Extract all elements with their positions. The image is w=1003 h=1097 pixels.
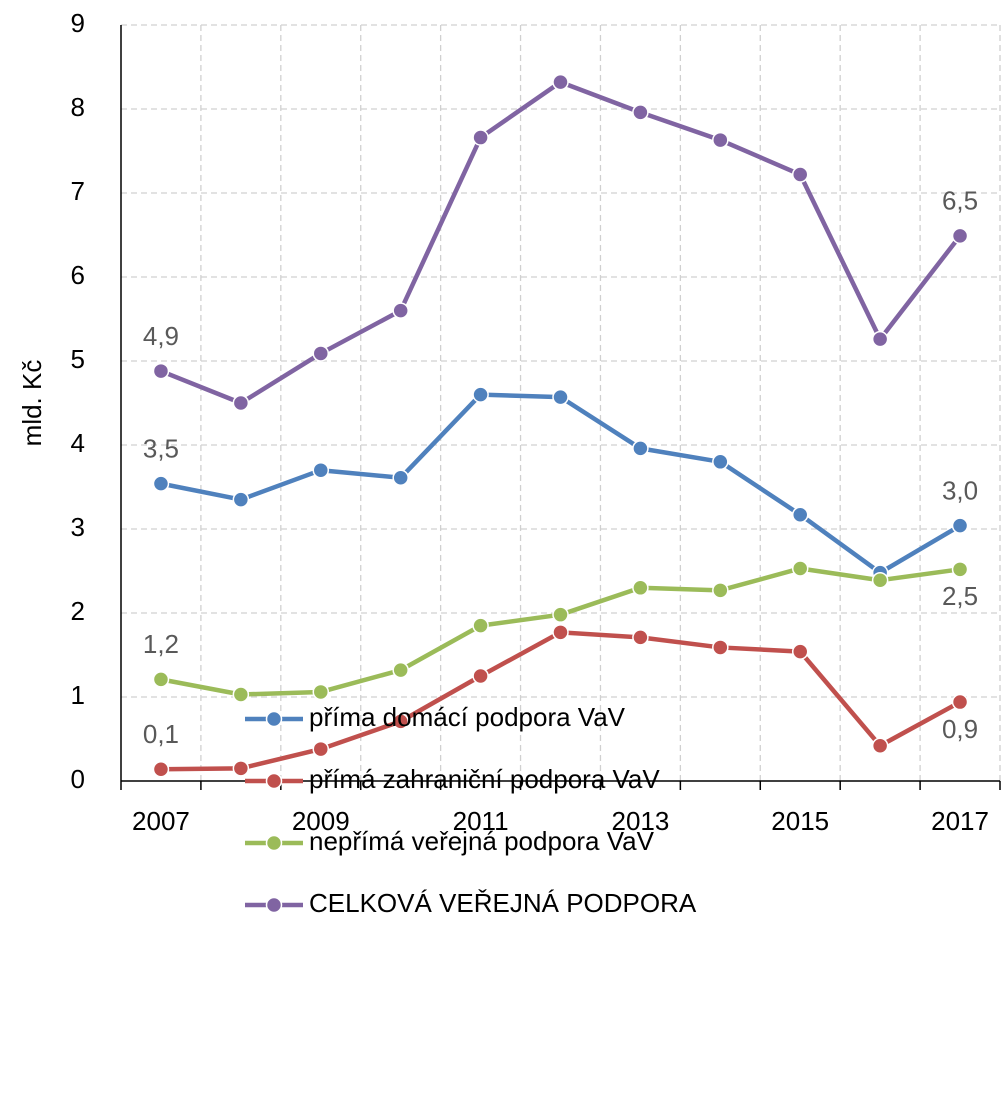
data-point xyxy=(951,227,969,245)
data-point xyxy=(392,661,409,679)
y-tick-label: 7 xyxy=(71,176,85,206)
y-tick-label: 8 xyxy=(71,92,85,122)
data-point xyxy=(632,104,649,121)
y-tick-label: 2 xyxy=(71,596,85,626)
data-point xyxy=(951,561,969,578)
y-tick-label: 6 xyxy=(71,260,85,290)
data-point xyxy=(712,131,729,149)
x-tick-label: 2013 xyxy=(611,806,669,836)
data-point xyxy=(312,740,330,758)
data-label: 3,0 xyxy=(942,476,978,506)
data-point xyxy=(472,667,489,685)
data-label: 3,5 xyxy=(143,434,179,464)
data-point xyxy=(951,693,969,711)
data-point xyxy=(791,560,809,577)
x-tick-label: 2011 xyxy=(453,806,509,836)
data-point xyxy=(392,302,409,319)
data-point xyxy=(472,386,489,403)
y-tick-label: 5 xyxy=(71,344,85,374)
data-point xyxy=(552,388,569,406)
data-point xyxy=(232,491,250,508)
data-label: 2,5 xyxy=(942,581,978,611)
data-point xyxy=(552,73,569,91)
data-point xyxy=(312,683,330,701)
legend-marker xyxy=(265,710,283,728)
data-point xyxy=(951,517,969,534)
data-point xyxy=(472,129,489,146)
data-point xyxy=(232,394,250,412)
x-tick-label: 2017 xyxy=(931,806,989,836)
data-point xyxy=(312,345,330,362)
data-point xyxy=(152,760,170,778)
legend-marker xyxy=(265,772,283,790)
x-tick-label: 2009 xyxy=(292,806,350,836)
x-tick-label: 2007 xyxy=(132,806,190,836)
y-tick-label: 1 xyxy=(71,680,85,710)
legend-label: příma domácí podpora VaV xyxy=(309,702,626,732)
data-label: 1,2 xyxy=(143,629,179,659)
data-point xyxy=(312,461,330,479)
data-point xyxy=(632,579,649,597)
data-point xyxy=(791,643,809,660)
data-point xyxy=(152,475,170,492)
y-tick-label: 0 xyxy=(71,764,85,794)
data-point xyxy=(552,606,569,623)
data-point xyxy=(871,571,889,589)
legend-label: CELKOVÁ VEŘEJNÁ PODPORA xyxy=(309,888,697,918)
data-point xyxy=(552,624,569,641)
data-label: 0,1 xyxy=(143,719,179,749)
data-point xyxy=(632,440,649,457)
y-tick-label: 4 xyxy=(71,428,85,458)
data-point xyxy=(392,713,409,730)
data-point xyxy=(791,166,809,183)
y-tick-label: 9 xyxy=(71,8,85,38)
legend-marker xyxy=(265,834,283,852)
data-point xyxy=(712,639,729,656)
data-point xyxy=(712,582,729,599)
y-axis-label: mld. Kč xyxy=(17,360,47,447)
data-point xyxy=(152,362,170,380)
data-label: 0,9 xyxy=(942,714,978,744)
legend-label: přímá zahraniční podpora VaV xyxy=(309,764,660,794)
data-point xyxy=(472,617,489,634)
y-tick-label: 3 xyxy=(71,512,85,542)
data-label: 4,9 xyxy=(143,321,179,351)
data-point xyxy=(712,453,729,471)
data-point xyxy=(871,330,889,348)
legend-marker xyxy=(265,896,283,914)
legend-label: nepřímá veřejná podpora VaV xyxy=(309,826,655,856)
data-point xyxy=(791,506,809,523)
data-point xyxy=(232,686,250,703)
data-point xyxy=(632,629,649,646)
data-label: 6,5 xyxy=(942,186,978,216)
x-tick-label: 2015 xyxy=(771,806,829,836)
data-point xyxy=(392,469,409,487)
data-point xyxy=(232,760,250,777)
data-point xyxy=(871,737,889,754)
data-point xyxy=(152,671,170,688)
